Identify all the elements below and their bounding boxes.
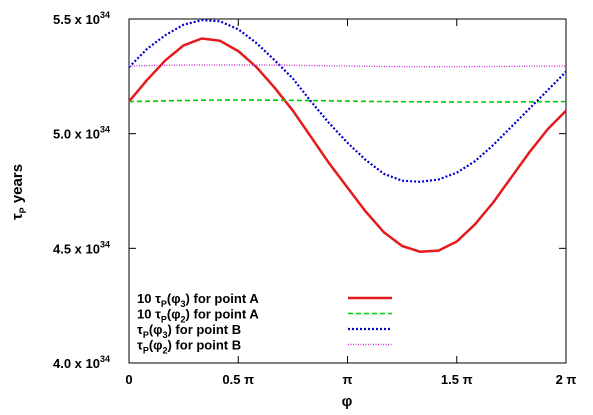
x-tick-label: π (343, 372, 353, 387)
legend-label-1: 10 τP(φ3) for point A (137, 291, 259, 309)
legend-label-part: P (143, 330, 149, 340)
y-tick-exponent: 34 (100, 125, 110, 135)
legend-label-part: 10 τ (137, 307, 161, 322)
legend-label-part: ) for point B (167, 322, 241, 337)
y-tick-exponent: 34 (100, 10, 110, 20)
y-tick-exponent: 34 (100, 239, 110, 249)
y-axis-title-sub: P (18, 207, 28, 213)
y-tick-mantissa: 5.0 x 10 (53, 127, 100, 142)
y-tick-exponent: 34 (100, 354, 110, 364)
legend: 10 τP(φ3) for point A10 τP(φ2) for point… (137, 291, 392, 356)
legend-label-part: ) for point A (186, 291, 260, 306)
y-tick-mantissa: 4.0 x 10 (53, 356, 100, 371)
legend-label-part: 2 (162, 346, 167, 356)
x-axis-title: φ (342, 393, 353, 410)
legend-label-part: P (161, 299, 167, 309)
y-axis-title-rest: years (9, 164, 26, 207)
series-line-4 (128, 64, 567, 68)
legend-label-2: 10 τP(φ2) for point A (137, 307, 259, 325)
legend-label-part: P (143, 346, 149, 356)
y-axis-title-base: τ (9, 213, 26, 220)
legend-label-part: ) for point B (167, 338, 241, 353)
series-line-3 (128, 19, 567, 183)
y-tick-label: 5.0 x 1034 (53, 125, 110, 142)
legend-label-part: 10 τ (137, 291, 161, 306)
legend-label-3: τP(φ3) for point B (137, 322, 241, 340)
legend-label-part: ) for point A (186, 307, 260, 322)
y-tick-mantissa: 5.5 x 10 (53, 12, 100, 27)
legend-label-part: P (161, 315, 167, 325)
legend-label-part: τ (137, 338, 143, 353)
legend-label-4: τP(φ2) for point B (137, 338, 241, 356)
y-tick-label: 5.5 x 1034 (53, 10, 110, 27)
y-tick-mantissa: 4.5 x 10 (53, 241, 100, 256)
y-tick-label: 4.0 x 1034 (53, 354, 110, 371)
legend-label-part: τ (137, 322, 143, 337)
x-tick-label: 0.5 π (222, 372, 254, 387)
legend-label-part: (φ (149, 322, 163, 337)
legend-label-part: (φ (149, 338, 163, 353)
legend-label-part: 3 (162, 330, 167, 340)
series-line-1 (128, 37, 567, 254)
x-tick-label: 2 π (556, 372, 577, 387)
y-tick-label: 4.5 x 1034 (53, 239, 110, 256)
legend-label-part: 2 (181, 315, 186, 325)
legend-label-part: 3 (181, 299, 186, 309)
x-tick-label: 1.5 π (441, 372, 473, 387)
legend-label-part: (φ (167, 307, 181, 322)
y-axis-title: τP years (9, 164, 28, 220)
series-lines (128, 19, 567, 254)
legend-label-part: (φ (167, 291, 181, 306)
x-tick-label: 0 (125, 372, 132, 387)
series-line-2 (128, 99, 567, 103)
